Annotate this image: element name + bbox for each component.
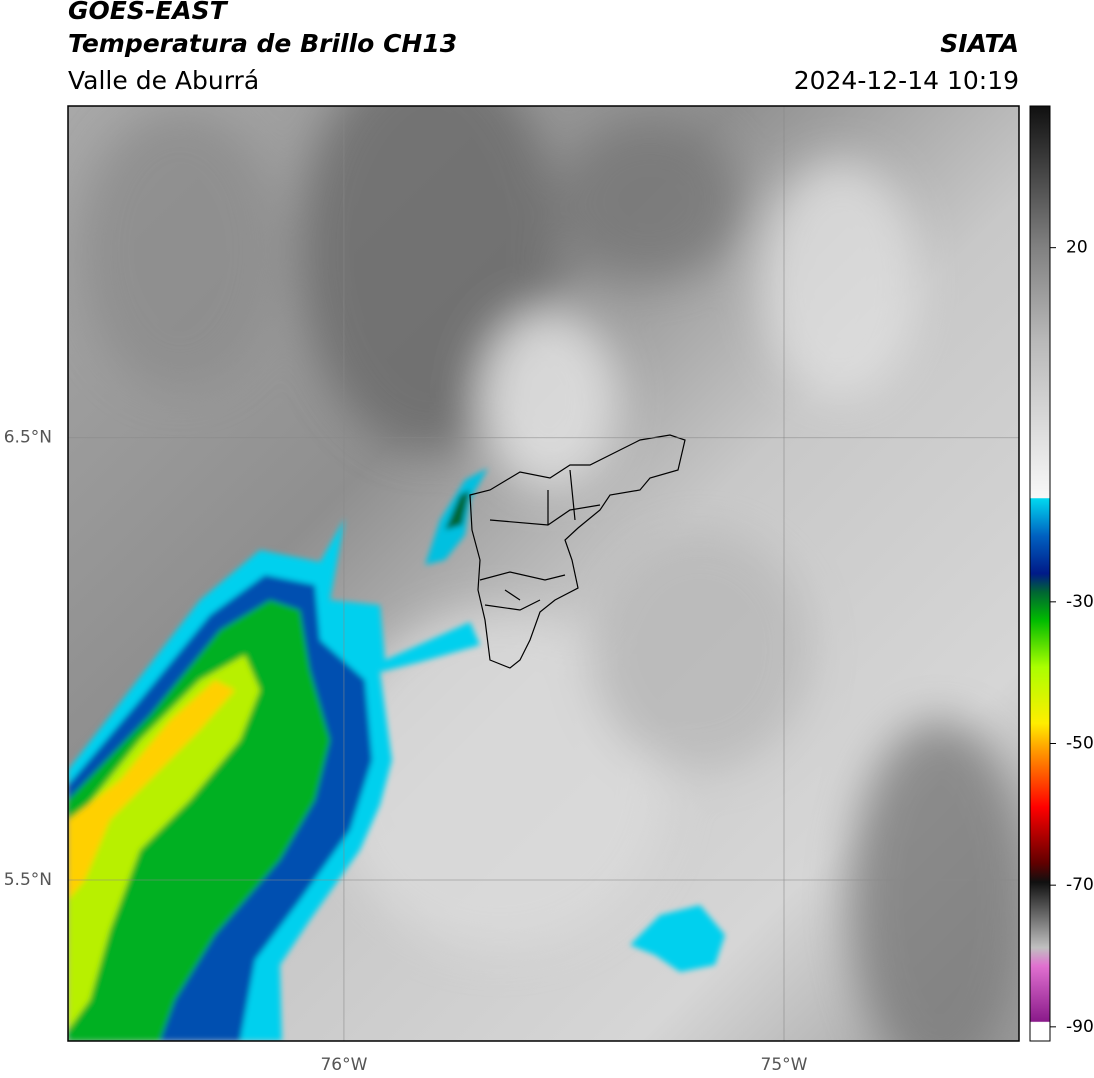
colorbar-tick-label: 20 [1066, 238, 1088, 258]
x-tick-label: 75°W [761, 1055, 808, 1075]
aburra-boundaries [469, 434, 686, 669]
colorbar-tick-label: -50 [1066, 734, 1094, 754]
region: Valle de Aburrá [68, 66, 259, 95]
y-tick-label: 6.5°N [4, 428, 52, 448]
y-tick-label: 5.5°N [4, 870, 52, 890]
map-frame [67, 105, 1020, 1042]
datetime: 2024-12-14 10:19 [794, 66, 1019, 95]
title: GOES-EAST [68, 0, 229, 25]
source: SIATA [940, 29, 1019, 58]
colorbar-tick-label: -70 [1066, 875, 1094, 895]
x-tick-label: 76°W [320, 1055, 367, 1075]
satellite-image [68, 106, 1019, 1041]
colorbar-tick-label: -30 [1066, 592, 1094, 612]
subtitle: Temperatura de Brillo CH13 [68, 29, 457, 58]
colorbar [1029, 105, 1051, 1042]
colorbar-tick-label: -90 [1066, 1017, 1094, 1037]
